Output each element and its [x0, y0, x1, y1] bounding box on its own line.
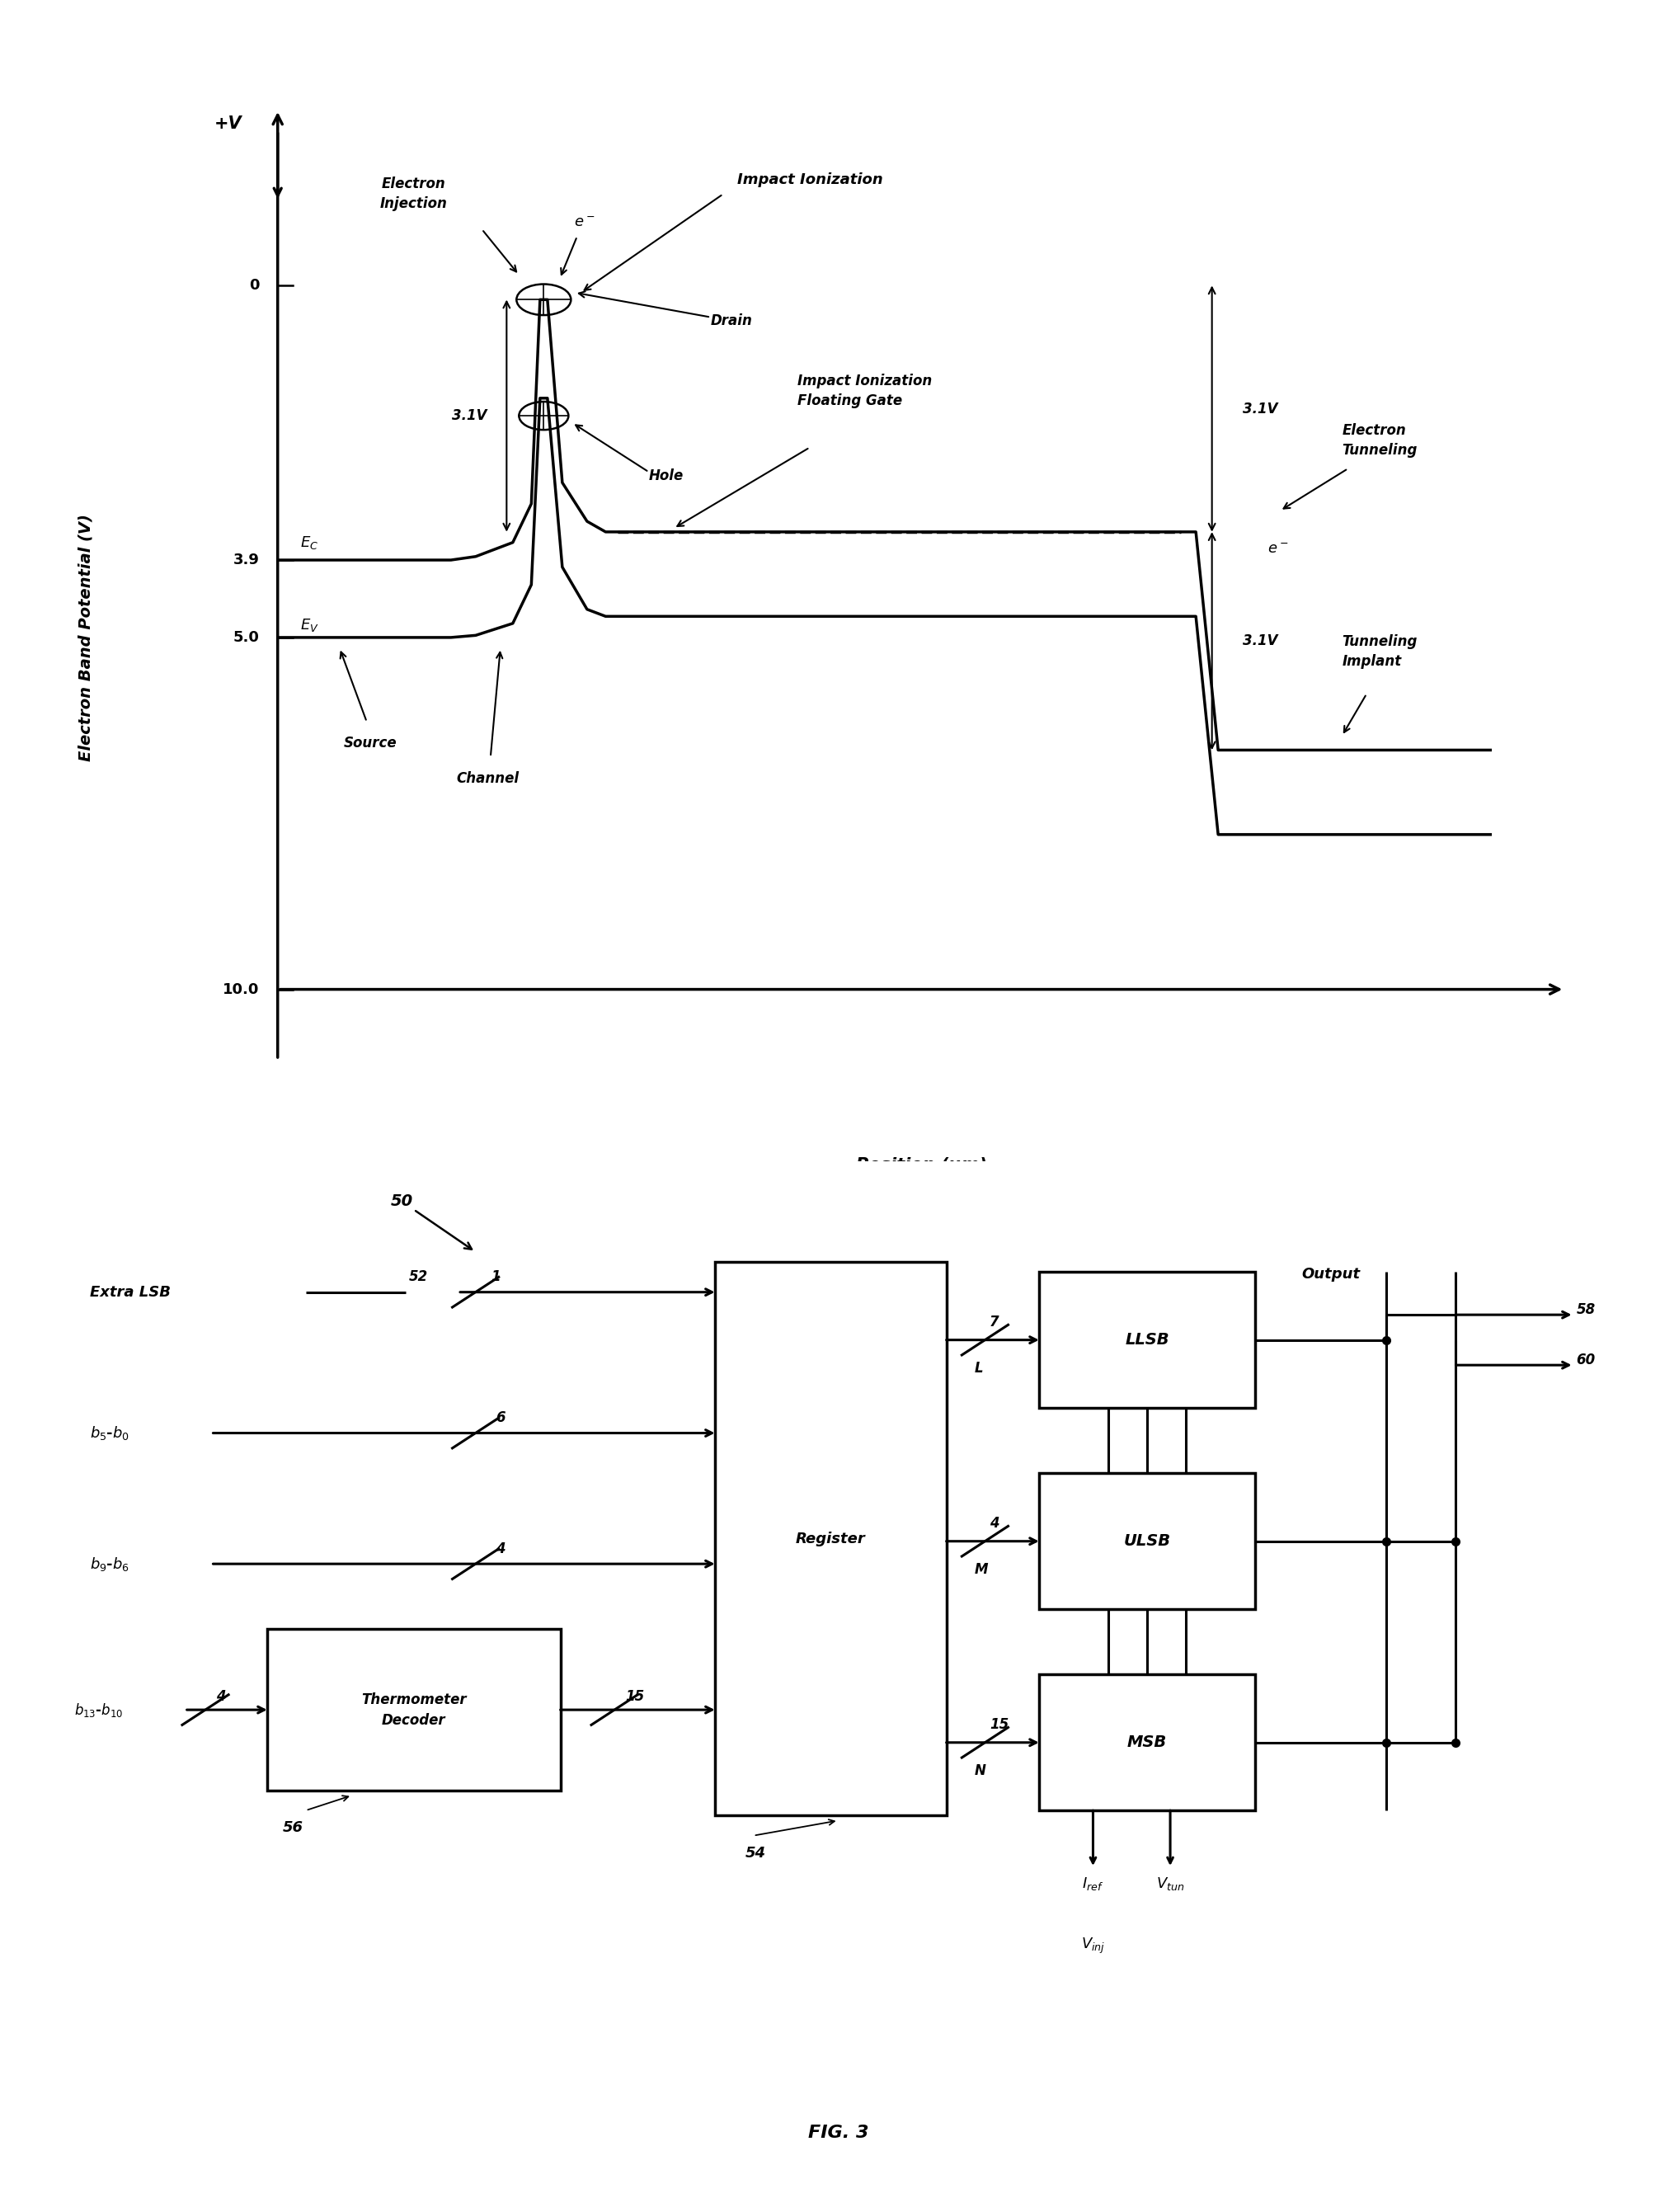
- Bar: [1039, 1674, 1255, 1809]
- Text: $e^-$: $e^-$: [574, 215, 596, 230]
- Text: Impact Ionization
Floating Gate: Impact Ionization Floating Gate: [797, 374, 931, 409]
- Text: 4: 4: [496, 1542, 505, 1557]
- Text: $b_{13}$-$b_{10}$: $b_{13}$-$b_{10}$: [75, 1701, 123, 1719]
- Text: 3.1V: 3.1V: [1243, 400, 1278, 416]
- Text: 4: 4: [989, 1515, 999, 1531]
- Text: 50: 50: [390, 1194, 413, 1210]
- Text: 15: 15: [626, 1690, 644, 1703]
- Text: $V_{inj}$: $V_{inj}$: [1081, 1935, 1106, 1955]
- Text: Channel: Channel: [457, 770, 520, 785]
- Text: Source: Source: [344, 737, 397, 750]
- Text: FIG. 2C: FIG. 2C: [860, 1263, 933, 1279]
- Text: Position (μm): Position (μm): [855, 1157, 986, 1175]
- Text: Hole: Hole: [649, 469, 684, 482]
- Text: Electron
Tunneling: Electron Tunneling: [1341, 422, 1418, 458]
- Text: $V_{tun}$: $V_{tun}$: [1155, 1876, 1184, 1893]
- Text: LLSB: LLSB: [1125, 1332, 1169, 1347]
- Text: 52: 52: [408, 1270, 428, 1285]
- Bar: [267, 1630, 561, 1790]
- Text: Extra LSB: Extra LSB: [90, 1285, 171, 1301]
- Text: MSB: MSB: [1127, 1734, 1167, 1750]
- Text: Tunneling
Implant: Tunneling Implant: [1341, 635, 1418, 668]
- Text: 5.0: 5.0: [232, 630, 259, 646]
- Text: Electron Band Potential (V): Electron Band Potential (V): [78, 513, 93, 761]
- Text: 4: 4: [216, 1690, 226, 1703]
- Text: $E_V$: $E_V$: [300, 617, 319, 633]
- Text: 15: 15: [989, 1717, 1009, 1732]
- Bar: [1039, 1473, 1255, 1608]
- Text: 3.1V: 3.1V: [1243, 633, 1278, 648]
- Bar: [715, 1261, 946, 1816]
- Text: $e^-$: $e^-$: [1268, 542, 1288, 557]
- Text: 56: 56: [282, 1820, 304, 1836]
- Text: 0: 0: [249, 279, 259, 292]
- Bar: [1039, 1272, 1255, 1407]
- Text: L: L: [974, 1360, 983, 1376]
- Text: M: M: [974, 1562, 988, 1577]
- Text: 7: 7: [989, 1314, 999, 1329]
- Text: 3.1V: 3.1V: [452, 409, 486, 422]
- Text: Thermometer
Decoder: Thermometer Decoder: [362, 1692, 466, 1728]
- Text: $b_5$-$b_0$: $b_5$-$b_0$: [90, 1425, 129, 1442]
- Text: Register: Register: [795, 1531, 865, 1546]
- Text: $E_C$: $E_C$: [300, 533, 319, 551]
- Text: Drain: Drain: [710, 314, 752, 327]
- Text: 6: 6: [496, 1411, 505, 1425]
- Text: $b_9$-$b_6$: $b_9$-$b_6$: [90, 1555, 129, 1573]
- Text: $I_{ref}$: $I_{ref}$: [1082, 1876, 1104, 1893]
- Text: 54: 54: [745, 1845, 767, 1860]
- Text: 10.0: 10.0: [222, 982, 259, 998]
- Text: Impact Ionization: Impact Ionization: [737, 173, 883, 188]
- Text: 58: 58: [1577, 1303, 1595, 1316]
- Text: 3.9: 3.9: [232, 553, 259, 568]
- Text: 60: 60: [1577, 1354, 1595, 1367]
- Text: +V: +V: [214, 115, 242, 133]
- Text: ULSB: ULSB: [1124, 1533, 1170, 1548]
- Text: FIG. 3: FIG. 3: [808, 2124, 868, 2141]
- Text: 1: 1: [491, 1270, 501, 1285]
- Text: N: N: [974, 1763, 986, 1778]
- Text: Electron
Injection: Electron Injection: [380, 177, 448, 210]
- Text: Output: Output: [1301, 1267, 1360, 1283]
